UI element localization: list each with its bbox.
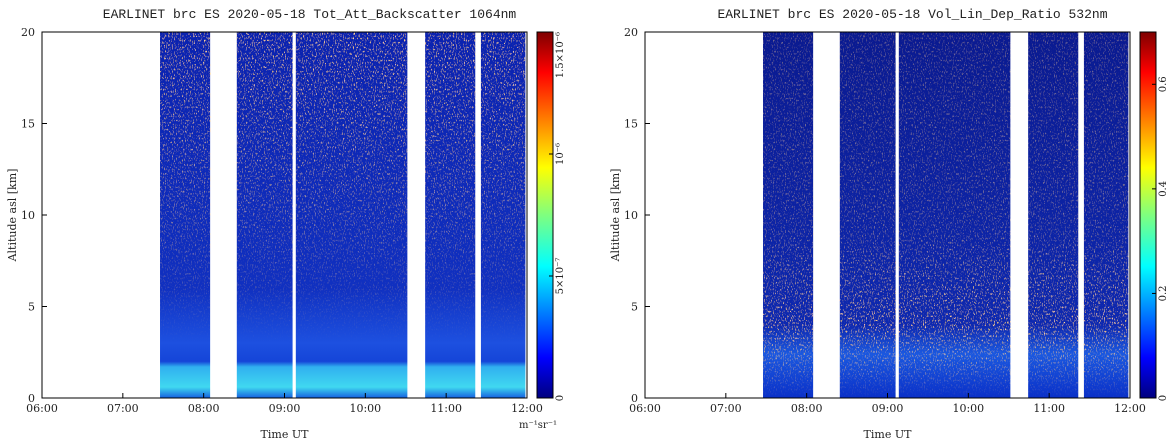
y-tick-label: 10 [624,209,638,222]
colorbar-tick-label: 5×10⁻⁷ [555,258,566,295]
x-tick-label: 07:00 [710,402,742,415]
x-tick-label: 11:00 [1033,402,1065,415]
y-tick-label: 20 [624,26,638,39]
speckle-texture [1028,32,1079,398]
speckle [236,32,293,398]
speckle-texture [839,32,896,398]
y-tick-label: 0 [631,392,638,405]
x-tick-label: 12:00 [1114,402,1146,415]
y-tick-label: 15 [21,118,35,131]
chart-title: EARLINET brc ES 2020-05-18 Tot_Att_Backs… [103,7,517,22]
speckle [480,32,526,398]
x-axis-label: Time UT [864,428,913,441]
speckle [763,32,814,398]
colorbar [536,31,554,399]
speckle [839,32,896,398]
x-tick-label: 07:00 [107,402,139,415]
y-axis-label: Altitude asl [km] [6,169,19,263]
colorbar-label: m⁻¹sr⁻¹ [519,420,557,431]
y-tick-label: 5 [28,301,35,314]
speckle-texture [480,32,526,398]
x-tick-label: 08:00 [188,402,220,415]
chart-title: EARLINET brc ES 2020-05-18 Vol_Lin_Dep_R… [717,7,1107,22]
colorbar-tick-label: 1.5×10⁻⁶ [555,32,566,78]
colorbar-tick-label: 0 [1158,395,1169,401]
colorbar-tick-label: 10⁻⁶ [555,143,566,165]
x-tick-label: 09:00 [872,402,904,415]
colorbar-tick-label: 0.4 [1158,181,1169,197]
speckle-texture [1083,32,1129,398]
x-tick-label: 06:00 [26,402,58,415]
colorbar [1139,31,1157,399]
speckle-texture [160,32,211,398]
x-tick-label: 12:00 [511,402,543,415]
x-tick-label: 11:00 [430,402,462,415]
speckle [295,32,408,398]
y-tick-label: 0 [28,392,35,405]
x-tick-label: 10:00 [349,402,381,415]
x-tick-label: 08:00 [791,402,823,415]
y-tick-label: 5 [631,301,638,314]
speckle [898,32,1011,398]
x-axis-label: Time UT [261,428,310,441]
colorbar-tick-label: 0.2 [1158,285,1169,301]
y-tick-label: 15 [624,118,638,131]
speckle [1028,32,1079,398]
speckle-texture [425,32,476,398]
speckle-texture [898,32,1011,398]
speckle-texture [763,32,814,398]
speckle [425,32,476,398]
y-tick-label: 10 [21,209,35,222]
x-tick-label: 09:00 [269,402,301,415]
speckle [160,32,211,398]
x-tick-label: 06:00 [629,402,661,415]
colorbar-tick-label: 0 [555,395,566,401]
y-axis-label: Altitude asl [km] [609,169,622,263]
speckle-texture [295,32,408,398]
x-tick-label: 10:00 [952,402,984,415]
y-tick-label: 20 [21,26,35,39]
colorbar-tick-label: 0.6 [1158,76,1169,92]
speckle-texture [236,32,293,398]
speckle [1083,32,1129,398]
